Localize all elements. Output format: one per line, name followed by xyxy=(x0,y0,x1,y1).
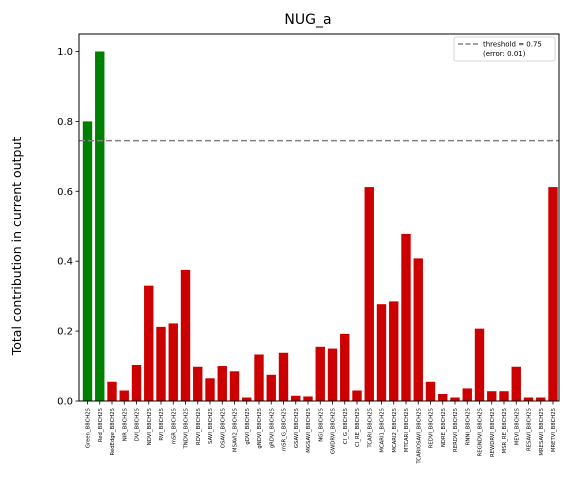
x-tick-label: TNDVI_B8CH25 xyxy=(184,408,190,449)
x-tick-label: MTCARI_B8CH25 xyxy=(404,408,410,452)
bar-NDRE_B8CH25 xyxy=(438,394,448,401)
chart-title: NUG_a xyxy=(284,12,331,28)
bar-MEVI_B8CH25 xyxy=(511,366,521,401)
bar-MRETVI_B8CH25 xyxy=(548,187,558,401)
bar-MCARI1_B8CH25 xyxy=(376,304,387,401)
x-tick-label: DVI_B8CH25 xyxy=(135,408,141,441)
legend: threshold = 0.75 (error: 0.01) xyxy=(453,36,556,62)
bar-NIR_B8CH25 xyxy=(119,390,129,401)
x-tick-label: REWDRVI_B8CH25 xyxy=(490,408,496,457)
bar-RERDVI_B8CH25 xyxy=(450,397,460,401)
x-tick-label: Red_B8CH25 xyxy=(98,408,104,442)
bar-MRESAVI_B8CH25 xyxy=(536,397,546,401)
x-tick-label: MEVI_B8CH25 xyxy=(514,408,520,445)
x-tick-label: NGI_B8CH25 xyxy=(318,408,324,442)
bar-CI_RE_B8CH25 xyxy=(352,390,362,401)
bar-mSR_B8CH25 xyxy=(168,323,178,401)
y-tick-label: 0.0 xyxy=(57,397,73,408)
bar-REDVI_B8CH25 xyxy=(425,381,436,401)
x-tick-label: MCARI2_B8CH25 xyxy=(392,408,398,453)
x-tick-label: GWDRVI_B8CH25 xyxy=(331,408,337,454)
x-tick-label: NDRE_B8CH25 xyxy=(441,408,447,447)
x-ticks-group: Green_B8CH25 Red_B8CH25 RedEdge_B8CH25 NIR_… xyxy=(86,401,557,465)
bar-mSR_G_B8CH25 xyxy=(278,352,289,401)
x-tick-label: gDVI_B8CH25 xyxy=(245,408,251,445)
bar-gNDVI_B8CH25 xyxy=(254,354,264,401)
x-tick-label: NDVI_B8CH25 xyxy=(147,408,153,445)
x-tick-label: MCARI1_B8CH25 xyxy=(380,408,386,453)
bars-group xyxy=(82,51,558,401)
y-tick-label: 0.4 xyxy=(57,257,73,268)
bar-MCARI2_B8CH25 xyxy=(389,301,399,401)
legend-threshold-error: (error: 0.01) xyxy=(483,50,526,58)
bar-REWDRVI_B8CH25 xyxy=(487,391,497,401)
x-tick-label: RERDVI_B8CH25 xyxy=(453,408,459,452)
x-tick-label: OSAVI_B8CH25 xyxy=(220,408,226,448)
x-tick-label: GSAVI_B8CH25 xyxy=(294,408,300,448)
bar-SAVI_B8CH25 xyxy=(205,378,215,401)
legend-threshold-label: threshold = 0.75 xyxy=(483,41,542,49)
x-tick-label: RVI_B8CH25 xyxy=(159,408,165,441)
x-tick-label: CI_RE_B8CH25 xyxy=(355,408,361,447)
x-tick-label: NIR_B8CH25 xyxy=(122,408,128,441)
bar-gRDVI_B8CH25 xyxy=(266,374,276,401)
bar-Green_B8CH25 xyxy=(82,121,93,401)
x-tick-label: MRETVI_B8CH25 xyxy=(551,408,557,452)
x-tick-label: MGSAVI_B8CH25 xyxy=(306,408,312,453)
bar-DVI_B8CH25 xyxy=(131,365,142,401)
bar-RDVI_B8CH25 xyxy=(193,366,203,401)
x-tick-label: mSR_B8CH25 xyxy=(171,408,177,444)
x-tick-label: MSAVI2_B8CH25 xyxy=(233,408,239,452)
bar-NDVI_B8CH25 xyxy=(144,285,154,401)
bar-GWDRVI_B8CH25 xyxy=(327,348,338,401)
bar-TCARI_B8CH25 xyxy=(364,187,374,401)
x-tick-label: mSR_G_B8CH25 xyxy=(282,408,288,451)
bar-TNDVI_B8CH25 xyxy=(180,269,191,401)
bar-REGNDVI_B8CH25 xyxy=(474,328,485,401)
x-tick-label: gRDVI_B8CH25 xyxy=(269,408,275,448)
x-tick-label: REDVI_B8CH25 xyxy=(429,408,435,448)
y-tick-label: 0.2 xyxy=(57,327,73,338)
bar-MSAVI2_B8CH25 xyxy=(229,371,240,401)
bar-RNNI_B8CH25 xyxy=(462,388,472,401)
bar-GSAVI_B8CH25 xyxy=(291,395,301,401)
bar-NGI_B8CH25 xyxy=(315,346,325,401)
y-tick-label: 1.0 xyxy=(57,47,73,58)
bar-RVI_B8CH25 xyxy=(156,326,166,401)
bar-Red_B8CH25 xyxy=(95,51,105,401)
bar-MTCARI_B8CH25 xyxy=(401,233,411,401)
bar-RESAVI_B8CH25 xyxy=(523,397,534,401)
x-tick-label: REGNDVI_B8CH25 xyxy=(478,408,484,456)
bar-MGSAVI_B8CH25 xyxy=(303,396,313,401)
x-tick-label: RNNI_B8CH25 xyxy=(465,408,471,445)
plot-frame xyxy=(78,33,560,402)
x-tick-label: SAVI_B8CH25 xyxy=(208,408,214,444)
x-tick-label: TCARI_B8CH25 xyxy=(367,408,373,449)
x-tick-label: MSR_RE_B8CH25 xyxy=(502,408,508,453)
bar-OSAVI_B8CH25 xyxy=(217,366,227,401)
x-tick-label: Green_B8CH25 xyxy=(86,408,92,448)
y-tick-label: 0.6 xyxy=(57,187,73,198)
bar-gDVI_B8CH25 xyxy=(242,397,252,401)
bar-TCARIOSAVI_B8CH25 xyxy=(413,258,423,401)
bar-CI_G_B8CH25 xyxy=(340,333,350,401)
y-axis-label: Total contribution in current output xyxy=(9,137,24,357)
bar-MSR_RE_B8CH25 xyxy=(499,391,509,401)
legend-box xyxy=(453,36,556,62)
x-tick-label: gNDVI_B8CH25 xyxy=(257,408,263,449)
x-tick-label: TCARIOSAVI_B8CH25 xyxy=(416,408,422,465)
x-tick-label: RESAVI_B8CH25 xyxy=(527,408,533,451)
x-tick-label: MRESAVI_B8CH25 xyxy=(539,408,545,456)
x-tick-label: RedEdge_B8CH25 xyxy=(110,408,116,455)
x-tick-label: RDVI_B8CH25 xyxy=(196,408,202,445)
x-tick-label: CI_G_B8CH25 xyxy=(343,408,349,444)
bar-RedEdge_B8CH25 xyxy=(107,381,117,401)
y-tick-label: 0.8 xyxy=(57,117,73,128)
y-ticks-group: 0.0 0.2 0.4 0.6 0.8 1.0 xyxy=(57,47,79,408)
